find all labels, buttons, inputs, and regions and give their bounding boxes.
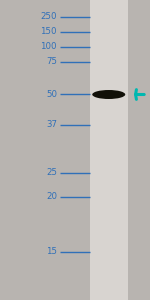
Text: 75: 75 [46, 57, 57, 66]
Text: 150: 150 [40, 27, 57, 36]
Ellipse shape [92, 90, 125, 99]
Text: 15: 15 [46, 248, 57, 256]
Text: 25: 25 [46, 168, 57, 177]
Text: 50: 50 [46, 90, 57, 99]
Text: 20: 20 [46, 192, 57, 201]
Text: 37: 37 [46, 120, 57, 129]
Text: 100: 100 [40, 42, 57, 51]
Bar [90, 0, 128, 300]
Text: 250: 250 [40, 12, 57, 21]
